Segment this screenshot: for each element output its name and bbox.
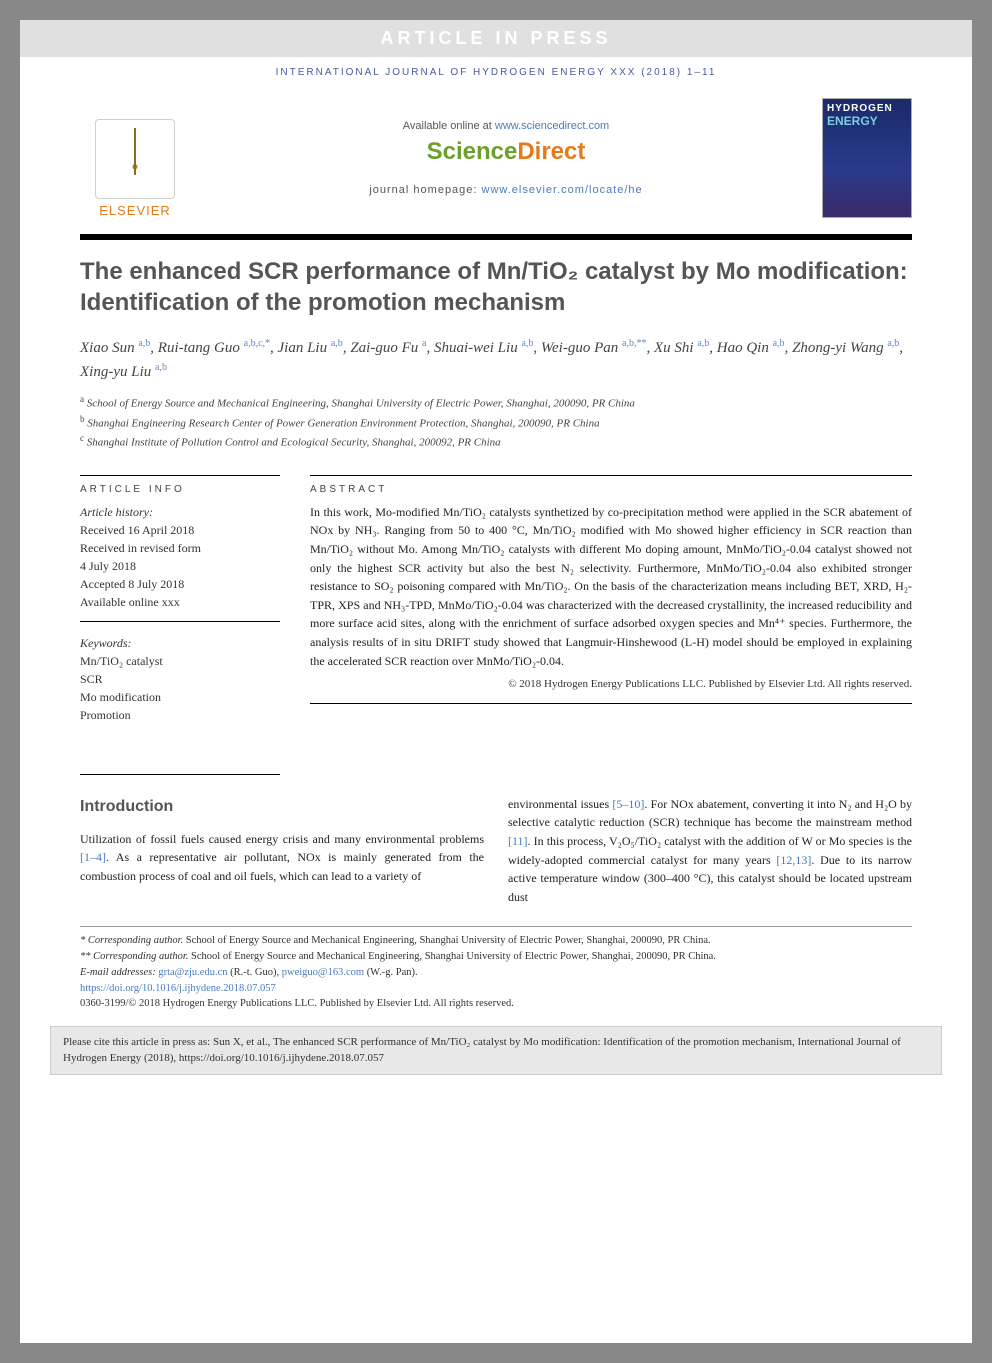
history-label: Article history: [80,505,153,519]
abstract-column: ABSTRACT In this work, Mo-modified Mn/Ti… [310,475,912,734]
email-2-link[interactable]: pweiguo@163.com [282,967,364,978]
available-prefix: Available online at [403,120,495,132]
page: ARTICLE IN PRESS INTERNATIONAL JOURNAL O… [20,20,972,1343]
column-left: Introduction Utilization of fossil fuels… [80,795,484,907]
keyword-2: Mo modification [80,690,161,704]
journal-citation-line: INTERNATIONAL JOURNAL OF HYDROGEN ENERGY… [20,57,972,88]
cover-title-2: ENERGY [827,114,907,128]
keyword-0: Mn/TiO₂ catalyst [80,654,163,668]
sd-logo-science: Science [427,138,518,165]
homepage-prefix: journal homepage: [369,184,481,196]
doi-line: https://doi.org/10.1016/j.ijhydene.2018.… [80,981,912,997]
intro-rule [80,774,280,775]
copyright-line: © 2018 Hydrogen Energy Publications LLC.… [310,676,912,693]
introduction-heading: Introduction [80,795,484,820]
body-columns: Introduction Utilization of fossil fuels… [80,795,912,907]
article-title: The enhanced SCR performance of Mn/TiO₂ … [80,256,912,318]
info-abstract-row: ARTICLE INFO Article history: Received 1… [80,475,912,734]
email-1-link[interactable]: grta@zju.edu.cn [158,967,227,978]
issn-copyright-line: 0360-3199/© 2018 Hydrogen Energy Publica… [80,996,912,1012]
affiliation-c: c Shanghai Institute of Pollution Contro… [80,432,912,451]
affiliations: a School of Energy Source and Mechanical… [80,393,912,450]
homepage-link[interactable]: www.elsevier.com/locate/he [482,184,643,196]
citation-box: Please cite this article in press as: Su… [50,1026,942,1075]
sciencedirect-logo: ScienceDirect [190,138,822,166]
email-line: E-mail addresses: grta@zju.edu.cn (R.-t.… [80,965,912,981]
history-online: Available online xxx [80,595,180,609]
doi-link[interactable]: https://doi.org/10.1016/j.ijhydene.2018.… [80,983,276,994]
abstract-heading: ABSTRACT [310,475,912,495]
header-center: Available online at www.sciencedirect.co… [190,120,822,196]
elsevier-label: ELSEVIER [99,203,171,218]
article-info-column: ARTICLE INFO Article history: Received 1… [80,475,280,734]
affiliation-a: a School of Energy Source and Mechanical… [80,393,912,412]
column-right: environmental issues [5–10]. For NOx aba… [508,795,912,907]
homepage-line: journal homepage: www.elsevier.com/locat… [190,184,822,196]
abstract-text: In this work, Mo-modified Mn/TiO₂ cataly… [310,503,912,670]
intro-paragraph-right: environmental issues [5–10]. For NOx aba… [508,795,912,907]
intro-paragraph-left: Utilization of fossil fuels caused energ… [80,830,484,886]
article-content: The enhanced SCR performance of Mn/TiO₂ … [20,240,972,906]
article-in-press-banner: ARTICLE IN PRESS [20,20,972,57]
footnotes: * Corresponding author. School of Energy… [80,926,912,1012]
journal-cover-thumbnail: HYDROGEN ENERGY [822,98,912,218]
keywords-block: Keywords: Mn/TiO₂ catalyst SCR Mo modifi… [80,634,280,734]
sd-logo-direct: Direct [517,138,585,165]
available-online-line: Available online at www.sciencedirect.co… [190,120,822,132]
history-revised-1: Received in revised form [80,541,201,555]
elsevier-tree-icon [95,119,175,199]
history-received: Received 16 April 2018 [80,523,194,537]
author-list: Xiao Sun a,b, Rui-tang Guo a,b,c,*, Jian… [80,336,912,383]
cover-title-1: HYDROGEN [827,103,907,114]
keyword-3: Promotion [80,708,131,722]
history-accepted: Accepted 8 July 2018 [80,577,184,591]
publisher-header: ELSEVIER Available online at www.science… [80,88,912,234]
keywords-label: Keywords: [80,636,132,650]
affiliation-b: b Shanghai Engineering Research Center o… [80,413,912,432]
sciencedirect-link[interactable]: www.sciencedirect.com [495,120,609,132]
article-history: Article history: Received 16 April 2018 … [80,503,280,622]
keyword-1: SCR [80,672,103,686]
history-revised-2: 4 July 2018 [80,559,136,573]
article-info-heading: ARTICLE INFO [80,475,280,495]
abstract-body: In this work, Mo-modified Mn/TiO₂ cataly… [310,503,912,704]
corresponding-author-2: ** Corresponding author. School of Energ… [80,949,912,965]
corresponding-author-1: * Corresponding author. School of Energy… [80,933,912,949]
elsevier-logo: ELSEVIER [80,98,190,218]
